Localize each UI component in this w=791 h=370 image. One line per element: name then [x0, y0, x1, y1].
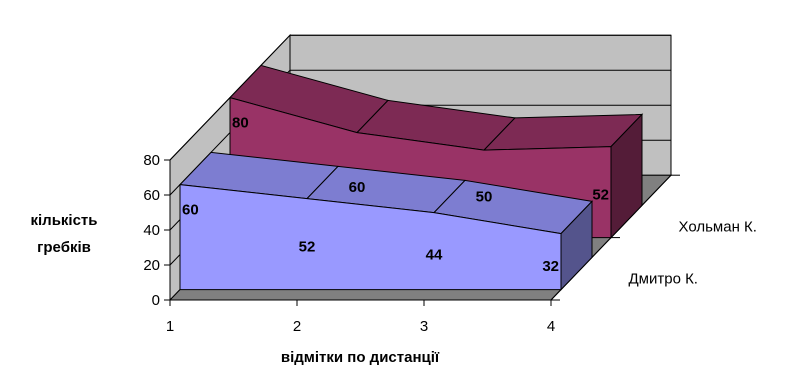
- y-tick-label: 20: [143, 257, 160, 274]
- data-label: 60: [349, 179, 366, 196]
- y-tick-label: 0: [152, 292, 160, 309]
- labels-layer: кількість гребків відмітки по дистанції …: [30, 115, 756, 366]
- series-name-label: Хольман К.: [679, 218, 757, 235]
- data-label: 50: [476, 188, 493, 205]
- data-label: 60: [182, 202, 199, 219]
- x-tick-label: 4: [547, 318, 555, 335]
- y-tick-label: 60: [143, 187, 160, 204]
- x-tick-label: 3: [420, 318, 428, 335]
- y-tick-label: 80: [143, 152, 160, 169]
- data-label: 80: [232, 115, 249, 132]
- series-layer: [178, 64, 644, 291]
- gridline: [169, 34, 671, 161]
- y-tick-label: 40: [143, 222, 160, 239]
- x-tick-label: 2: [293, 318, 301, 335]
- data-label: 32: [542, 258, 559, 275]
- x-axis-title: відмітки по дистанції: [281, 349, 440, 366]
- y-axis-title-line-1: кількість: [30, 212, 97, 229]
- y-axis-title-line-2: гребків: [37, 239, 91, 256]
- data-label: 44: [426, 246, 443, 263]
- x-tick-label: 1: [166, 318, 174, 335]
- data-label: 52: [299, 239, 316, 256]
- series-1: [178, 151, 594, 291]
- data-label: 52: [592, 187, 609, 204]
- series-name-label: Дмитро К.: [629, 270, 698, 287]
- area-front-face: [179, 184, 562, 291]
